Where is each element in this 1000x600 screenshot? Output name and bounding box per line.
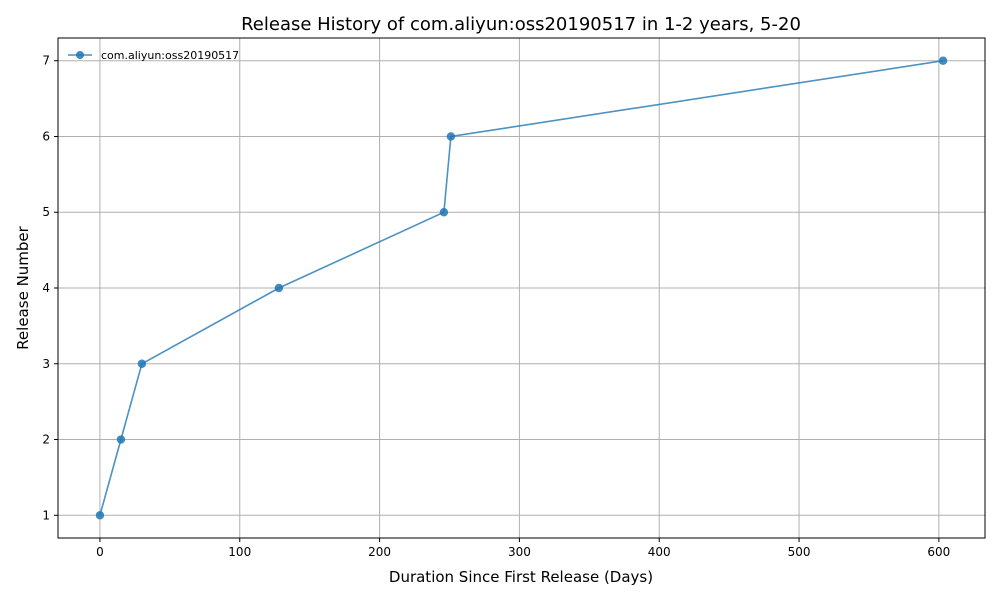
chart-title: Release History of com.aliyun:oss2019051…	[241, 14, 801, 35]
axis-ticks: 0 100 200 300 400 500 600 1 2 3 4 5 6 7	[42, 54, 950, 559]
x-tick-label: 100	[228, 545, 251, 559]
x-tick-label: 300	[508, 545, 531, 559]
legend-marker-swatch	[76, 51, 84, 59]
y-tick-label: 6	[42, 129, 50, 143]
data-point	[95, 511, 105, 520]
x-tick-label: 200	[368, 545, 391, 559]
y-tick-label: 7	[42, 54, 50, 68]
y-tick-label: 2	[42, 433, 50, 447]
data-point	[274, 283, 284, 293]
x-tick-label: 500	[788, 545, 811, 559]
data-point	[446, 132, 456, 141]
y-tick-label: 5	[42, 205, 50, 219]
y-tick-label: 3	[42, 357, 50, 371]
x-tick-label: 600	[927, 545, 950, 559]
x-tick-label: 0	[96, 545, 104, 559]
y-tick-label: 1	[42, 508, 50, 522]
series-layer	[95, 56, 948, 520]
legend-entry-label: com.aliyun:oss20190517	[101, 49, 239, 62]
grid-lines	[58, 38, 985, 538]
x-axis-label: Duration Since First Release (Days)	[389, 568, 653, 586]
x-tick-label: 400	[648, 545, 671, 559]
data-point	[938, 56, 948, 65]
y-tick-label: 4	[42, 281, 50, 295]
data-point	[137, 359, 147, 368]
data-point	[116, 435, 126, 444]
legend: com.aliyun:oss20190517	[68, 49, 239, 62]
y-axis-label: Release Number	[14, 225, 32, 349]
data-point	[439, 208, 449, 217]
